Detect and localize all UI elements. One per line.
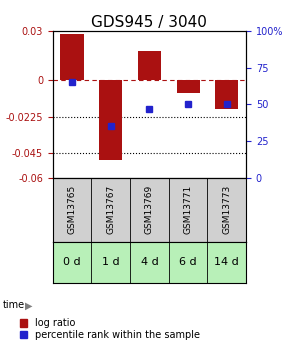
Text: 0 d: 0 d [63, 257, 81, 267]
Text: 6 d: 6 d [179, 257, 197, 267]
Legend: log ratio, percentile rank within the sample: log ratio, percentile rank within the sa… [20, 318, 200, 340]
Text: GSM13765: GSM13765 [68, 185, 76, 234]
Text: time: time [3, 300, 25, 310]
Text: 1 d: 1 d [102, 257, 120, 267]
Bar [176, 80, 200, 93]
Text: GSM13767: GSM13767 [106, 185, 115, 234]
Title: GDS945 / 3040: GDS945 / 3040 [91, 15, 207, 30]
Text: ▶: ▶ [25, 300, 33, 310]
Text: 14 d: 14 d [214, 257, 239, 267]
Bar [138, 51, 161, 80]
Bar [215, 80, 239, 109]
Text: GSM13773: GSM13773 [222, 185, 231, 234]
Bar [60, 34, 84, 80]
Text: 4 d: 4 d [141, 257, 158, 267]
Text: GSM13771: GSM13771 [184, 185, 193, 234]
Bar [99, 80, 122, 160]
Text: GSM13769: GSM13769 [145, 185, 154, 234]
